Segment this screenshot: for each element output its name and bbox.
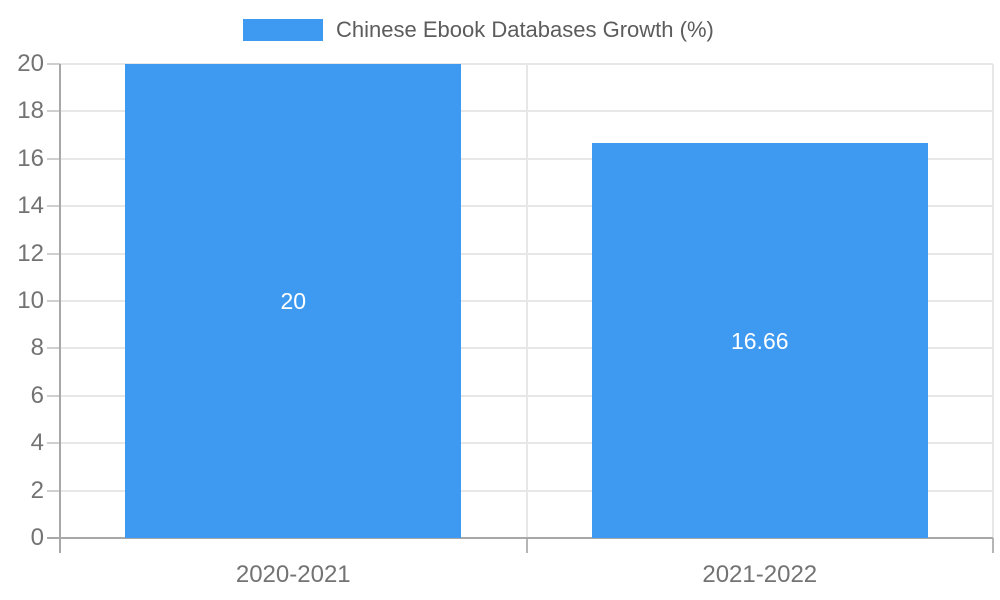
y-axis-tick-label: 18 — [17, 97, 44, 125]
x-axis-tick — [992, 538, 994, 553]
gridline-vertical — [992, 64, 994, 538]
y-axis-tick-label: 8 — [30, 334, 44, 362]
y-axis-tick-label: 20 — [17, 50, 44, 77]
y-axis-tick — [47, 394, 60, 397]
y-axis-tick-label: 16 — [17, 144, 44, 172]
y-axis-tick — [47, 110, 60, 113]
bar-value-label: 16.66 — [730, 327, 789, 354]
y-axis-tick-label: 6 — [30, 381, 44, 409]
y-axis-tick — [47, 252, 60, 255]
y-axis-tick — [47, 205, 60, 208]
y-axis-line — [59, 64, 61, 553]
y-axis-tick — [47, 489, 60, 492]
x-axis-tick — [525, 538, 528, 553]
bar-value-label: 20 — [280, 288, 307, 314]
gridline-vertical — [525, 64, 528, 538]
y-axis-tick — [47, 347, 60, 350]
y-axis-tick — [47, 300, 60, 302]
y-axis-tick-label: 14 — [17, 192, 44, 220]
bar — [591, 143, 928, 538]
y-axis-tick — [47, 442, 60, 445]
y-axis-tick — [47, 63, 60, 65]
chart-legend[interactable]: Chinese Ebook Databases Growth (%) — [243, 17, 714, 43]
y-axis-tick-label: 12 — [17, 239, 44, 267]
x-axis-line — [47, 537, 993, 539]
legend-swatch[interactable] — [243, 19, 323, 41]
y-axis-tick-label: 10 — [17, 287, 44, 314]
y-axis-tick — [47, 157, 60, 160]
bar — [125, 64, 462, 538]
y-axis-tick-label: 4 — [30, 429, 44, 457]
legend-label[interactable]: Chinese Ebook Databases Growth (%) — [336, 17, 714, 42]
y-axis-tick-label: 0 — [30, 524, 44, 551]
x-axis-category-label: 2021-2022 — [702, 561, 818, 588]
x-axis-category-label: 2020-2021 — [235, 561, 351, 588]
y-axis-tick-label: 2 — [30, 476, 44, 504]
